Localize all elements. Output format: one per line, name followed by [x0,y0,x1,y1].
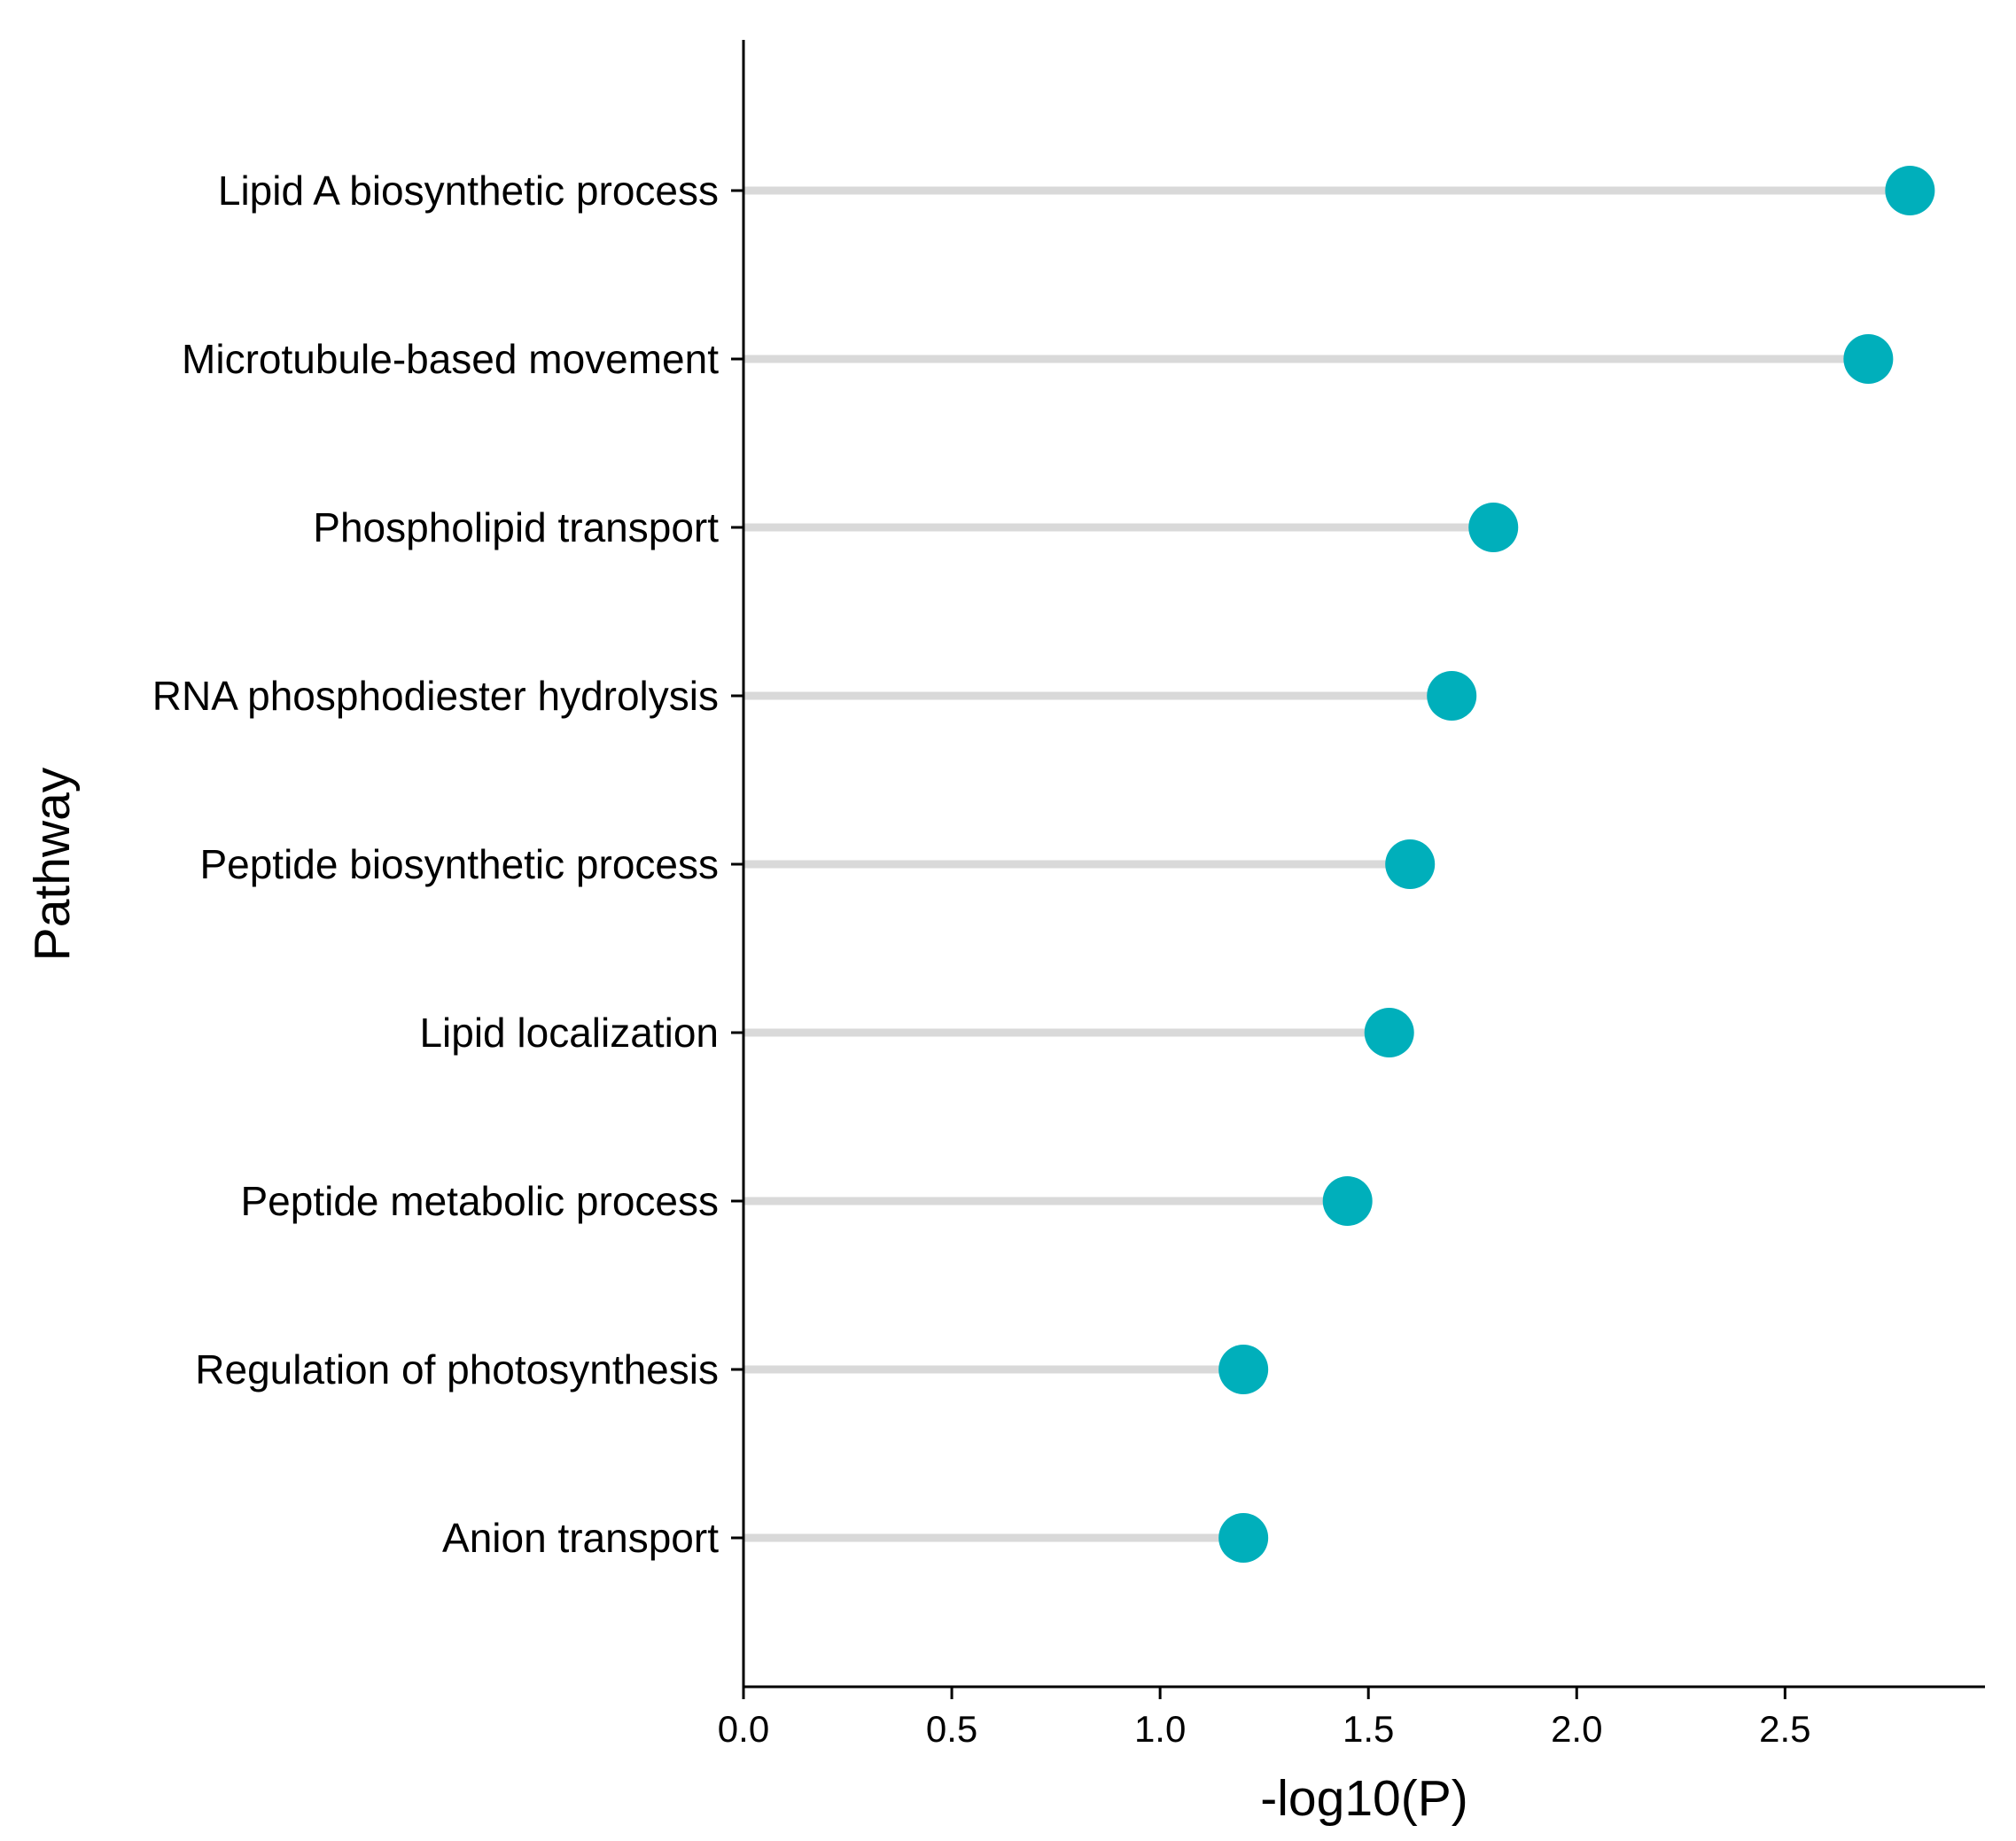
category-label-phospholipid-transport: Phospholipid transport [313,504,719,550]
x-axis-title: -log10(P) [1260,1770,1467,1827]
x-tick-label-2-0: 2.0 [1551,1708,1602,1750]
y-ticks [731,189,743,1540]
point-microtubule-based-movement [1843,334,1894,384]
point-anion-transport [1218,1513,1269,1563]
y-axis-title: Pathway [24,767,81,961]
x-tick-label-1-0: 1.0 [1134,1708,1186,1750]
x-tick-label-1-5: 1.5 [1343,1708,1394,1750]
category-label-microtubule-based-movement: Microtubule-based movement [182,336,719,382]
x-tick-label-0-0: 0.0 [718,1708,769,1750]
category-label-lipid-a-biosynthetic-process: Lipid A biosynthetic process [218,168,719,214]
category-label-anion-transport: Anion transport [442,1515,719,1561]
category-label-rna-phosphodiester-hydrolysis: RNA phosphodiester hydrolysis [152,673,719,719]
category-labels: Lipid A biosynthetic process Microtubule-… [152,168,719,1561]
point-regulation-of-photosynthesis [1218,1345,1269,1394]
category-label-peptide-metabolic-process: Peptide metabolic process [240,1178,719,1224]
category-label-regulation-of-photosynthesis: Regulation of photosynthesis [195,1346,719,1392]
point-rna-phosphodiester-hydrolysis [1427,671,1477,721]
point-peptide-metabolic-process [1322,1176,1373,1226]
category-label-lipid-localization: Lipid localization [419,1010,719,1056]
x-tick-label-0-5: 0.5 [926,1708,977,1750]
x-ticks: 0.0 0.5 1.0 1.5 2.0 2.5 [718,1687,1811,1750]
category-label-peptide-biosynthetic-process: Peptide biosynthetic process [199,841,719,887]
point-lipid-localization [1364,1008,1414,1057]
point-phospholipid-transport [1468,503,1519,552]
points-layer [1218,166,1935,1563]
point-lipid-a-biosynthetic-process [1885,166,1935,215]
stems-layer [743,186,1911,1542]
x-tick-label-2-5: 2.5 [1759,1708,1810,1750]
point-peptide-biosynthetic-process [1385,839,1436,889]
